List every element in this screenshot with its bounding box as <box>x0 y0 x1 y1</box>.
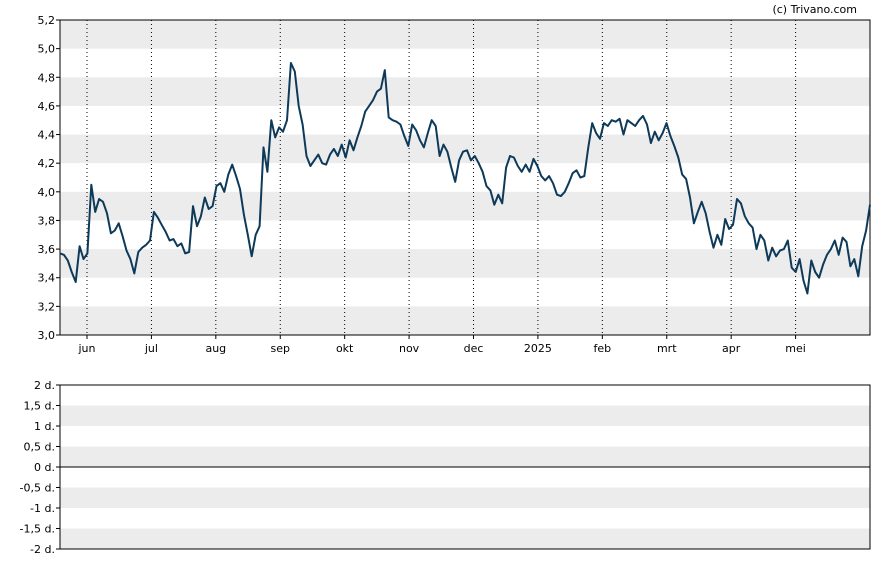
y-tick-label: 4,6 <box>38 100 56 113</box>
y-tick-label: 5,0 <box>38 43 56 56</box>
plot-frame <box>59 384 871 550</box>
x-tick-label: jun <box>78 342 96 355</box>
duration-chart-panel: 2 d. 1,5 d. 1 d. 0,5 d. 0 d. -0,5 d. -1 d. -1,5… <box>20 379 871 556</box>
y-tick-label: 1 d. <box>34 420 55 433</box>
grid-band <box>60 487 870 508</box>
x-tick-label: nov <box>399 342 420 355</box>
grid-band <box>60 528 870 549</box>
grid-band <box>60 249 870 278</box>
y-tick-label: -1 d. <box>30 502 55 515</box>
y-tick-label: -2 d. <box>30 543 55 556</box>
credit-label: (c) Trivano.com <box>772 3 857 16</box>
x-tick-label: mei <box>785 342 806 355</box>
y-tick-label: 4,0 <box>38 186 56 199</box>
y-tick-label: 0,5 d. <box>24 441 55 454</box>
x-tick-label: okt <box>336 342 354 355</box>
x-tick-label: aug <box>205 342 226 355</box>
x-tick-label: apr <box>722 342 741 355</box>
grid-band <box>60 20 870 49</box>
y-tick-label: 3,2 <box>38 300 56 313</box>
grid-band <box>60 77 870 106</box>
x-tick-label: sep <box>271 342 290 355</box>
grid-band <box>60 446 870 467</box>
y-tick-label: 3,6 <box>38 243 56 256</box>
y-tick-label: 0 d. <box>34 461 55 474</box>
x-tick-label: 2025 <box>524 342 552 355</box>
grid-band <box>60 134 870 164</box>
y-tick-label: 3,0 <box>38 329 56 342</box>
y-tick-label: 4,8 <box>38 71 56 84</box>
y-tick-label: 5,2 <box>38 14 56 27</box>
price-chart-panel: 3,0 3,2 3,4 3,6 3,8 4,0 4,2 4,4 4,6 4,8 5,0 5,2 jun j… <box>38 14 871 355</box>
y-tick-label: -1,5 d. <box>20 523 55 536</box>
x-tick-label: feb <box>594 342 612 355</box>
y-tick-label: 3,4 <box>38 272 56 285</box>
y-tick-label: -0,5 d. <box>20 482 55 495</box>
y-tick-label: 3,8 <box>38 214 56 227</box>
grid-band <box>60 405 870 426</box>
plot-frame <box>59 19 871 336</box>
y-tick-label: 2 d. <box>34 379 55 392</box>
x-tick-label: dec <box>464 342 484 355</box>
x-tick-label: jul <box>144 342 158 355</box>
price-series-line <box>59 62 871 295</box>
grid-band <box>60 191 870 221</box>
y-tick-label: 4,4 <box>38 129 56 142</box>
y-tick-label: 1,5 d. <box>24 400 55 413</box>
y-tick-label: 4,2 <box>38 157 56 170</box>
x-tick-label: mrt <box>657 342 677 355</box>
grid-band <box>60 306 870 335</box>
